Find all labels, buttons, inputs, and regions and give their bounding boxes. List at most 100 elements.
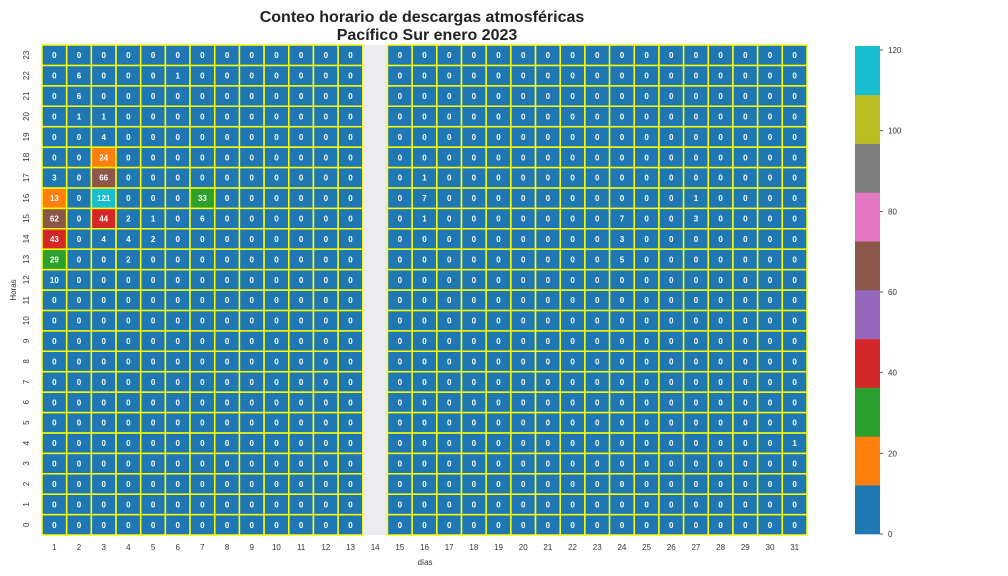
cell-value-label: 0 [225, 378, 230, 387]
x-tick-label: 1 [52, 543, 57, 552]
cell-value-label: 0 [274, 357, 279, 366]
cell-value-label: 0 [299, 480, 304, 489]
cell-value-label: 0 [595, 92, 600, 101]
y-tick-label: 2 [22, 481, 31, 486]
x-tick-label: 23 [593, 543, 602, 552]
cell-value-label: 0 [52, 460, 57, 469]
cell-value-label: 0 [101, 255, 106, 264]
cell-value-label: 0 [644, 92, 649, 101]
cell-value-label: 0 [570, 357, 575, 366]
cell-value-label: 0 [250, 92, 255, 101]
cell-value-label: 0 [250, 235, 255, 244]
cell-value-label: 0 [669, 153, 674, 162]
cell-value-label: 0 [792, 480, 797, 489]
cell-value-label: 0 [620, 133, 625, 142]
cell-value-label: 0 [151, 51, 156, 60]
cell-value-label: 0 [546, 317, 551, 326]
cell-value-label: 0 [718, 521, 723, 530]
cell-value-label: 0 [299, 337, 304, 346]
cell-value-label: 0 [250, 439, 255, 448]
cell-value-label: 0 [570, 51, 575, 60]
cell-value-label: 0 [792, 133, 797, 142]
cell-value-label: 0 [77, 133, 82, 142]
cell-value-label: 0 [348, 439, 353, 448]
cell-value-label: 0 [324, 439, 329, 448]
heatmap-cell [362, 249, 388, 270]
x-tick-label: 19 [494, 543, 503, 552]
cell-value-label: 0 [200, 419, 205, 428]
cell-value-label: 0 [595, 51, 600, 60]
cell-value-label: 0 [570, 398, 575, 407]
cell-value-label: 0 [472, 174, 477, 183]
cell-value-label: 0 [299, 194, 304, 203]
cell-value-label: 0 [768, 276, 773, 285]
cell-value-label: 43 [50, 235, 59, 244]
cell-value-label: 0 [644, 337, 649, 346]
x-tick-label: 10 [272, 543, 281, 552]
cell-value-label: 0 [324, 133, 329, 142]
cell-value-label: 0 [348, 460, 353, 469]
cell-value-label: 0 [398, 112, 403, 121]
cell-value-label: 0 [422, 153, 427, 162]
heatmap-cell [362, 494, 388, 515]
heatmap-cell [362, 85, 388, 107]
cell-value-label: 0 [694, 174, 699, 183]
cell-value-label: 0 [694, 153, 699, 162]
y-tick-label: 8 [22, 359, 31, 364]
heatmap-cell [362, 371, 388, 393]
cell-value-label: 0 [398, 378, 403, 387]
cell-value-label: 0 [200, 51, 205, 60]
cell-value-label: 0 [151, 480, 156, 489]
x-tick-label: 11 [297, 543, 306, 552]
cell-value-label: 0 [792, 460, 797, 469]
y-tick-label: 5 [22, 420, 31, 425]
cell-value-label: 0 [472, 357, 477, 366]
cell-value-label: 0 [200, 72, 205, 81]
cell-value-label: 4 [101, 235, 106, 244]
cell-value-label: 0 [126, 112, 131, 121]
cell-value-label: 0 [718, 296, 723, 305]
cell-value-label: 0 [521, 398, 526, 407]
cell-value-label: 0 [274, 255, 279, 264]
cell-value-label: 0 [447, 194, 452, 203]
cell-value-label: 0 [324, 72, 329, 81]
cell-value-label: 0 [694, 357, 699, 366]
cell-value-label: 0 [398, 460, 403, 469]
cell-value-label: 0 [496, 439, 501, 448]
x-tick-label: 5 [151, 543, 156, 552]
cell-value-label: 0 [348, 521, 353, 530]
cell-value-label: 0 [422, 276, 427, 285]
cell-value-label: 0 [521, 460, 526, 469]
cell-value-label: 0 [521, 255, 526, 264]
cell-value-label: 0 [743, 500, 748, 509]
cell-value-label: 0 [398, 255, 403, 264]
x-tick-label: 21 [543, 543, 552, 552]
cell-value-label: 0 [176, 419, 181, 428]
cell-value-label: 0 [669, 133, 674, 142]
cell-value-label: 0 [595, 153, 600, 162]
cell-value-label: 0 [299, 92, 304, 101]
cell-value-label: 0 [595, 337, 600, 346]
cell-value-label: 0 [274, 92, 279, 101]
heatmap-cell [362, 351, 388, 372]
cell-value-label: 0 [52, 112, 57, 121]
y-tick-label: 4 [22, 440, 31, 445]
cell-value-label: 0 [52, 133, 57, 142]
cell-value-label: 0 [176, 357, 181, 366]
cell-value-label: 0 [52, 398, 57, 407]
cell-value-label: 0 [447, 112, 452, 121]
x-tick-label: 8 [225, 543, 230, 552]
cell-value-label: 0 [768, 337, 773, 346]
cell-value-label: 0 [398, 317, 403, 326]
cell-value-label: 0 [595, 357, 600, 366]
cell-value-label: 0 [570, 194, 575, 203]
colorbar-tick-label: 80 [888, 207, 897, 216]
cell-value-label: 6 [77, 72, 82, 81]
cell-value-label: 0 [644, 398, 649, 407]
cell-value-label: 0 [176, 480, 181, 489]
cell-value-label: 0 [570, 92, 575, 101]
cell-value-label: 0 [151, 521, 156, 530]
cell-value-label: 0 [126, 521, 131, 530]
cell-value-label: 0 [768, 255, 773, 264]
x-tick-label: 4 [126, 543, 131, 552]
